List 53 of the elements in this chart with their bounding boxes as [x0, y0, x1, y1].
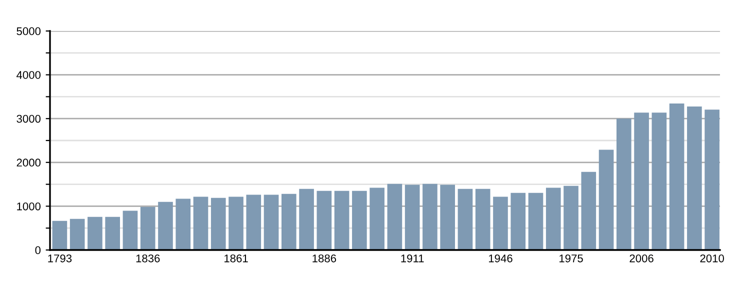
bar	[669, 103, 684, 250]
y-tick-label: 4000	[16, 71, 41, 79]
bar	[193, 196, 208, 250]
x-tick-label: 2006	[630, 254, 654, 262]
bar	[352, 190, 367, 250]
bar	[598, 150, 614, 250]
bar	[246, 194, 262, 250]
bar	[70, 218, 85, 250]
bar	[704, 110, 720, 250]
y-tick-label: 5000	[16, 27, 41, 36]
bar	[546, 188, 561, 250]
y-tick-label: 3000	[16, 114, 41, 123]
bar	[634, 112, 649, 250]
x-tick-label: 1975	[560, 254, 583, 262]
bar	[652, 112, 667, 250]
y-tick-label: 1000	[17, 202, 41, 210]
bar	[334, 190, 350, 250]
bar	[458, 188, 473, 250]
bar	[158, 202, 173, 250]
y-tick-label: 0	[35, 246, 41, 254]
y-tick-label: 2000	[16, 158, 41, 167]
bar	[105, 216, 120, 250]
bar	[52, 220, 68, 250]
bar	[440, 184, 455, 250]
bar	[687, 106, 702, 250]
x-tick-label: 1886	[312, 254, 336, 262]
bar	[210, 198, 226, 250]
bar	[228, 196, 244, 250]
bar	[422, 184, 438, 250]
x-tick-label: 1861	[224, 254, 248, 262]
bar	[581, 172, 596, 250]
bar	[316, 190, 332, 250]
bar	[528, 192, 544, 250]
x-tick-label: 1911	[401, 254, 424, 262]
bar	[510, 192, 526, 250]
x-tick-label: 1793	[48, 254, 72, 262]
bar	[616, 118, 632, 250]
bar	[176, 198, 191, 250]
bar	[282, 194, 296, 250]
x-tick-label: 1946	[488, 254, 512, 262]
bar	[299, 188, 314, 250]
x-tick-label: 2010	[700, 254, 724, 262]
bar	[564, 186, 578, 250]
bar	[140, 206, 156, 250]
bar	[122, 210, 138, 250]
bar	[387, 184, 402, 250]
bar	[404, 184, 420, 250]
bar	[475, 188, 490, 250]
x-tick-label: 1836	[136, 254, 160, 262]
bar	[493, 196, 508, 250]
bar	[370, 188, 384, 250]
bar	[264, 194, 279, 250]
bar	[88, 216, 102, 250]
